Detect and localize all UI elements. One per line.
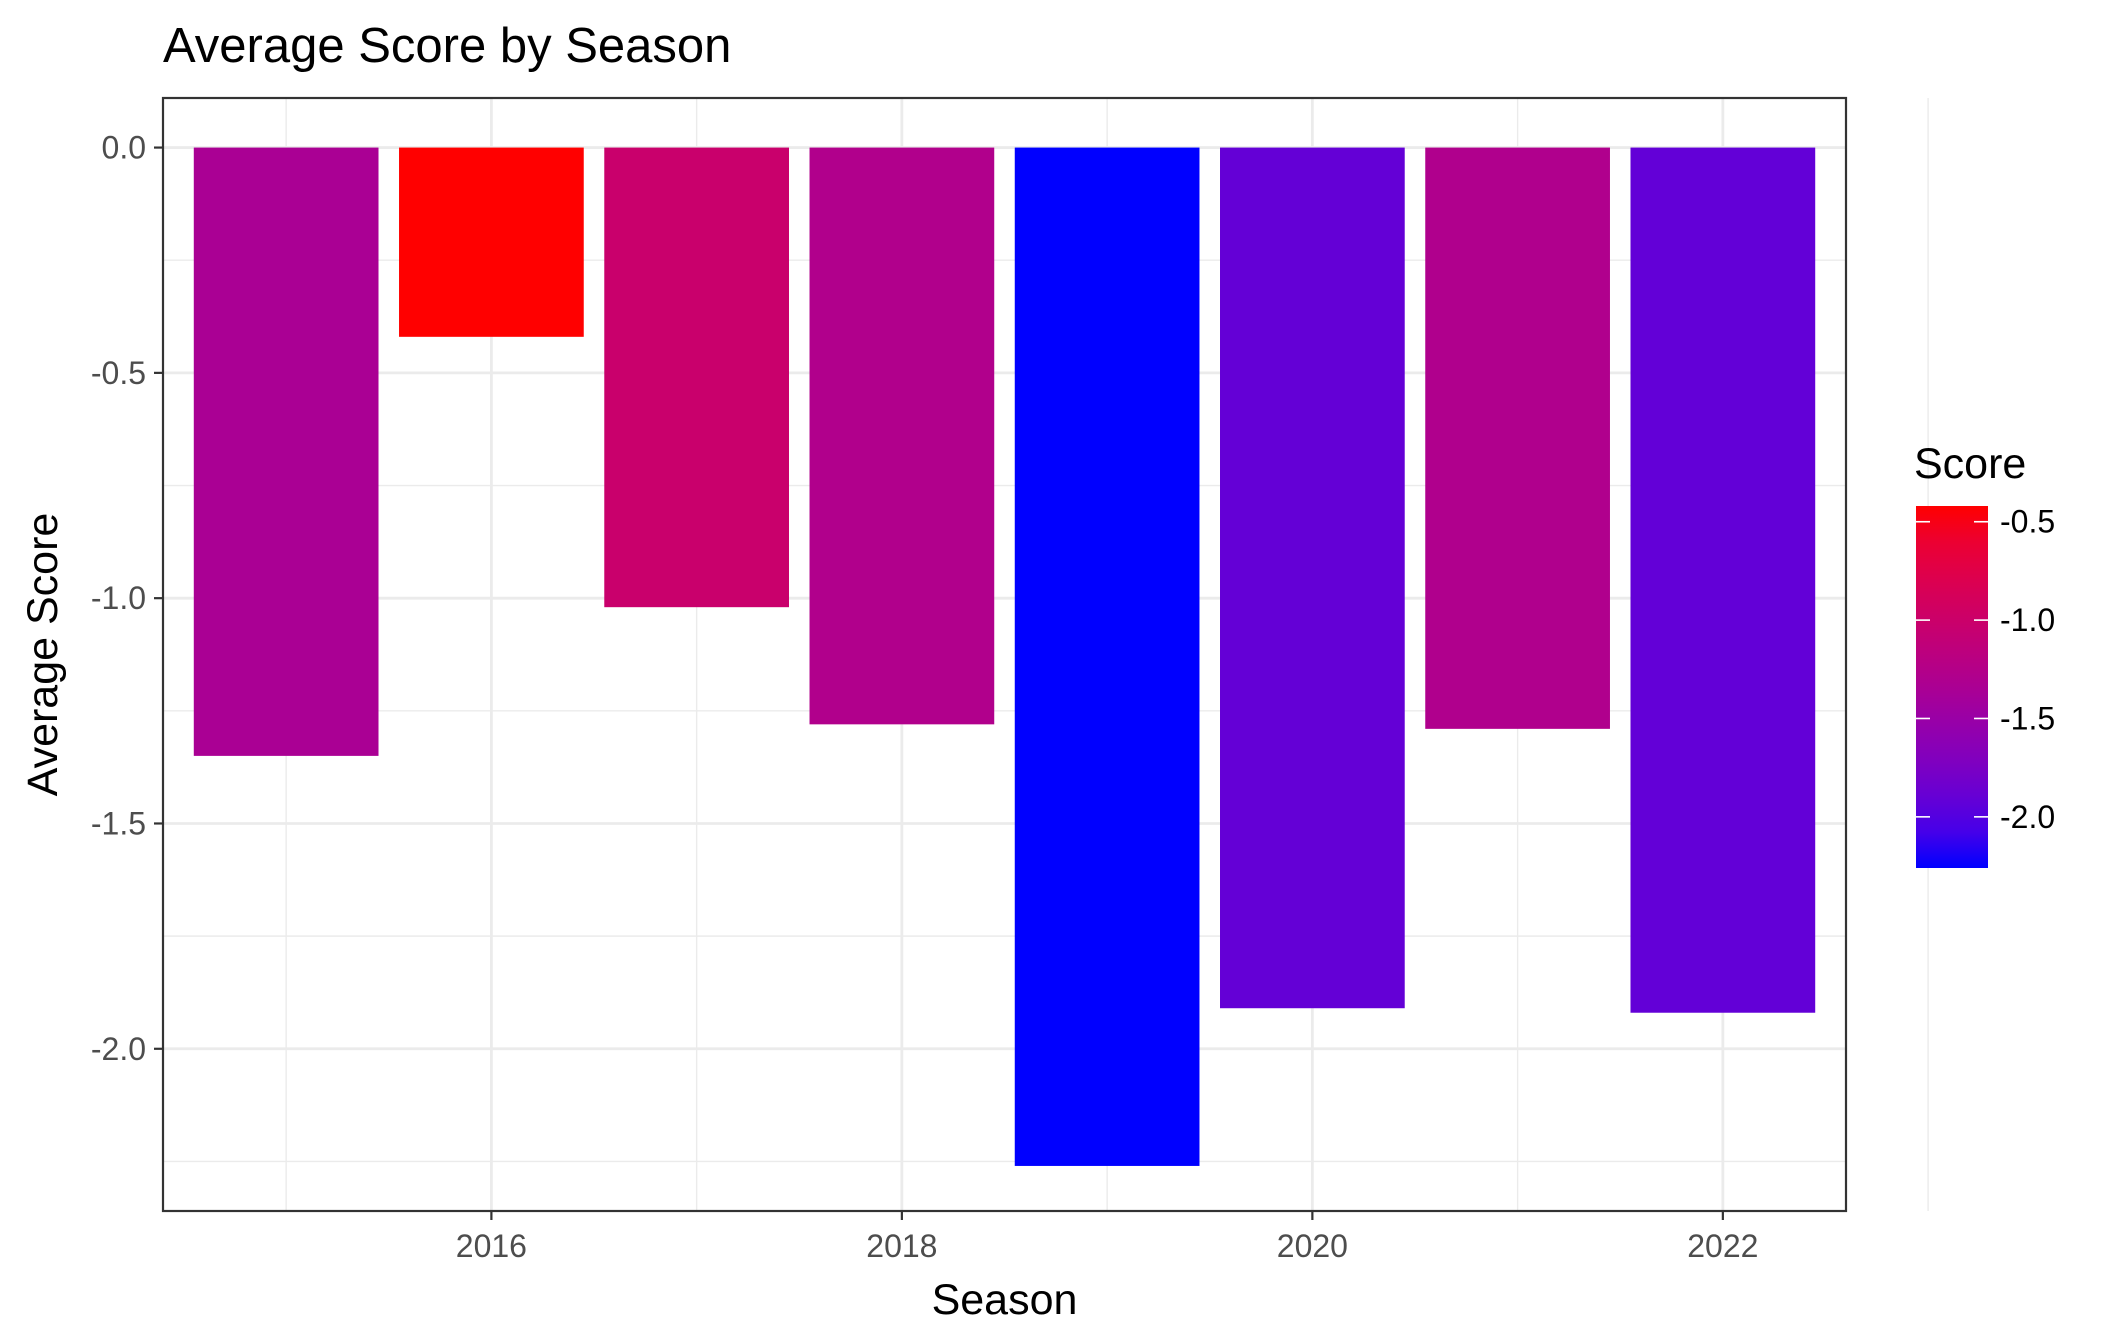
x-tick-label: 2016 [456,1228,527,1264]
chart-title: Average Score by Season [163,19,731,73]
y-tick-label: -1.5 [91,805,146,841]
legend-label: -2.0 [2000,799,2055,835]
x-tick-label: 2022 [1687,1228,1758,1264]
legend-ticks: -0.5 -1.0 -1.5 -2.0 [1916,504,2055,835]
bar-2019 [1014,147,1200,1166]
y-axis: 0.0 -0.5 -1.0 -1.5 -2.0 [91,130,163,1067]
legend-label: -1.0 [2000,602,2055,638]
panel-border [161,96,1848,1213]
bar-2022 [1630,147,1816,1013]
x-axis: 2016 2018 2020 2022 [456,1211,1758,1264]
bar-2016 [399,147,584,337]
bar-2015 [193,147,379,756]
legend-label: -1.5 [2000,700,2055,736]
x-axis-title: Season [932,1276,1078,1324]
legend: Score -0.5 -1.0 -1.5 -2.0 [1914,440,2055,868]
x-tick-label: 2020 [1277,1228,1348,1264]
y-tick-label: 0.0 [102,130,146,166]
y-tick-label: -2.0 [91,1031,146,1067]
y-tick-label: -0.5 [91,355,146,391]
legend-title: Score [1914,440,2026,488]
x-tick-label: 2018 [866,1228,937,1264]
y-axis-title: Average Score [19,513,67,797]
bar-2018 [809,147,995,725]
bar-2017 [604,147,789,608]
bar-2021 [1425,147,1610,729]
bars [193,147,1816,1166]
bar-2020 [1220,147,1405,1009]
legend-colorbar [1916,506,1988,868]
legend-label: -0.5 [2000,504,2055,540]
y-tick-label: -1.0 [91,580,146,616]
